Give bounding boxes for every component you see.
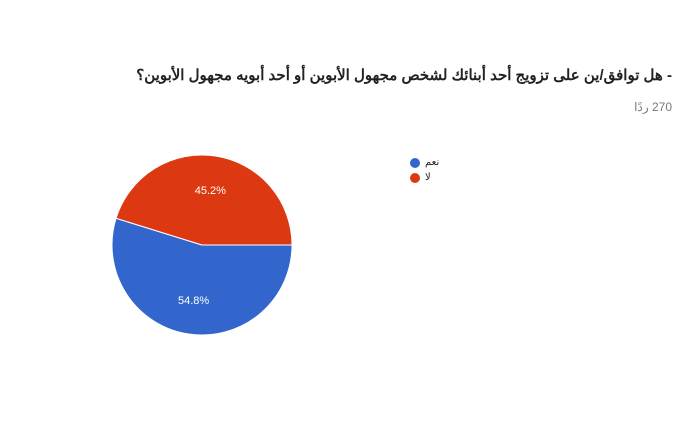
slice-label-0: 54.8% (178, 295, 209, 307)
legend-item-no[interactable]: لا (410, 170, 439, 185)
legend-label-yes: نعم (425, 157, 440, 168)
pie-slice-1[interactable] (115, 154, 293, 246)
legend-item-yes[interactable]: نعم (410, 155, 439, 170)
response-count: 270 ردًا (634, 100, 672, 114)
legend: نعم لا (410, 155, 439, 185)
question-title: - هل توافق/ين على تزويج أحد أبنائك لشخص … (136, 67, 672, 84)
legend-dot-yes (410, 157, 420, 168)
legend-label-no: لا (425, 172, 431, 183)
legend-dot-no (410, 172, 420, 183)
pie-slice-0[interactable] (111, 217, 293, 336)
slice-label-1: 45.2% (195, 185, 226, 197)
